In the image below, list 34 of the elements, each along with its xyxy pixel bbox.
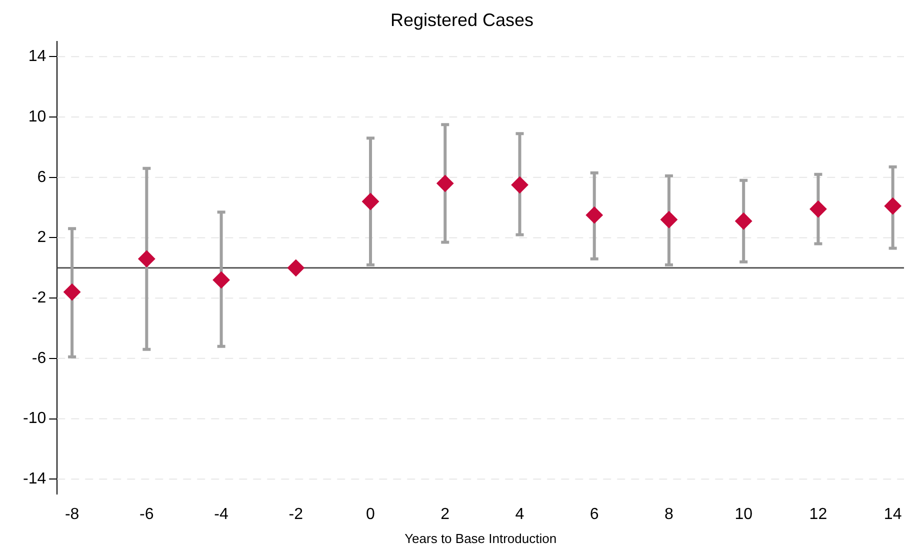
x-tick-label: 10: [734, 506, 753, 524]
x-tick-label: 14: [884, 506, 902, 524]
point: [287, 259, 304, 276]
x-tick-label: -4: [214, 506, 228, 524]
chart-title: Registered Cases: [390, 10, 534, 30]
y-tick-label: 2: [37, 229, 46, 246]
point: [138, 250, 156, 268]
y-tick-label: 14: [28, 48, 46, 66]
point: [810, 200, 827, 218]
point: [436, 174, 454, 192]
x-tick-label: 6: [590, 506, 599, 524]
x-tick-label: -8: [64, 506, 80, 524]
y-tick-label: 6: [37, 168, 46, 186]
point: [511, 176, 528, 194]
y-tick-label: -14: [23, 470, 46, 488]
x-tick-label: 2: [440, 506, 450, 524]
x-tick-label: -2: [288, 506, 304, 524]
x-tick-label: 8: [664, 506, 674, 524]
y-tick-label: -2: [32, 289, 46, 306]
point: [212, 271, 230, 288]
x-tick-label: 0: [366, 506, 376, 524]
point: [64, 284, 81, 301]
point: [660, 211, 678, 228]
y-tick-label: -6: [32, 350, 46, 367]
point: [884, 198, 902, 215]
x-axis-title: Years to Base Introduction: [404, 530, 557, 546]
point: [362, 193, 380, 210]
x-tick-label: -6: [140, 506, 154, 524]
point: [586, 206, 603, 224]
y-tick-label: 10: [28, 108, 46, 126]
y-tick-label: -10: [23, 410, 46, 428]
x-tick-label: 4: [515, 506, 524, 524]
point: [735, 212, 752, 230]
x-tick-label: 12: [809, 506, 828, 524]
